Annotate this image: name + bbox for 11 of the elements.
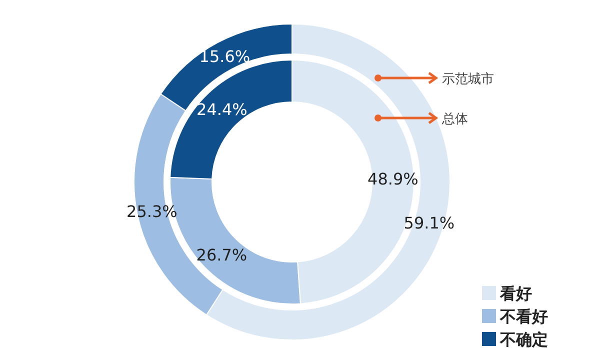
slice-label: 示范城市 xyxy=(442,72,494,87)
data-label: 24.4% xyxy=(196,100,248,120)
data-label: 25.3% xyxy=(126,202,178,221)
data-label: 15.6% xyxy=(199,46,250,66)
legend-label: 看好 xyxy=(499,284,532,303)
data-label: 26.7% xyxy=(196,246,248,265)
slice-label: 总体 xyxy=(441,112,468,127)
legend-label: 不确定 xyxy=(499,330,548,349)
data-label: 48.9% xyxy=(368,170,418,189)
data-label: 59.1% xyxy=(404,213,455,232)
legend-label: 不看好 xyxy=(499,307,548,326)
